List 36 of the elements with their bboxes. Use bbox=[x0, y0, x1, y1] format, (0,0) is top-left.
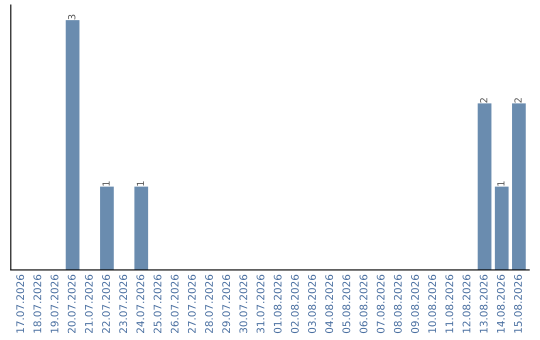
x-tick-label: 14.08.2026 bbox=[496, 274, 505, 333]
data-label: 1 bbox=[497, 181, 504, 186]
x-tick-label: 18.07.2026 bbox=[33, 274, 42, 333]
data-label: 1 bbox=[102, 181, 110, 186]
x-tick-label: 15.08.2026 bbox=[514, 274, 522, 333]
x-tick-label: 11.08.2026 bbox=[445, 274, 454, 333]
x-tick-label: 08.08.2026 bbox=[394, 274, 402, 334]
x-tick-label: 07.08.2026 bbox=[376, 274, 385, 334]
x-tick-label: 21.07.2026 bbox=[84, 274, 93, 334]
x-tick-label: 31.07.2026 bbox=[256, 274, 264, 333]
x-tick-label: 29.07.2026 bbox=[222, 274, 230, 334]
x-tick-label: 28.07.2026 bbox=[205, 274, 213, 334]
x-tick-label: 27.07.2026 bbox=[188, 274, 196, 334]
x-tick-label: 03.08.2026 bbox=[308, 274, 316, 334]
x-tick-label: 06.08.2026 bbox=[360, 274, 368, 334]
x-tick-label: 12.08.2026 bbox=[462, 274, 470, 333]
x-tick-label: 09.08.2026 bbox=[411, 274, 419, 334]
x-tick-label: 23.07.2026 bbox=[119, 274, 128, 334]
x-tick-label: 04.08.2026 bbox=[325, 274, 334, 334]
x-tick-label: 24.07.2026 bbox=[136, 274, 144, 334]
x-tick-label: 10.08.2026 bbox=[428, 274, 436, 333]
data-label: 3 bbox=[68, 14, 76, 20]
data-label: 2 bbox=[514, 98, 522, 103]
x-tick-label: 19.07.2026 bbox=[50, 274, 58, 333]
x-tick-label: 26.07.2026 bbox=[170, 274, 179, 334]
data-label: 1 bbox=[136, 181, 144, 186]
x-tick-label: 30.07.2026 bbox=[239, 274, 248, 333]
x-tick-label: 17.07.2026 bbox=[16, 274, 24, 333]
x-tick-label: 22.07.2026 bbox=[102, 274, 110, 334]
data-label: 2 bbox=[480, 98, 488, 103]
x-tick-label: 01.08.2026 bbox=[274, 274, 282, 334]
x-tick-label: 25.07.2026 bbox=[154, 274, 162, 334]
x-tick-label: 20.07.2026 bbox=[68, 274, 76, 334]
x-tick-label: 13.08.2026 bbox=[480, 274, 488, 333]
x-tick-label: 05.08.2026 bbox=[342, 274, 350, 334]
x-tick-label: 02.08.2026 bbox=[290, 274, 299, 334]
